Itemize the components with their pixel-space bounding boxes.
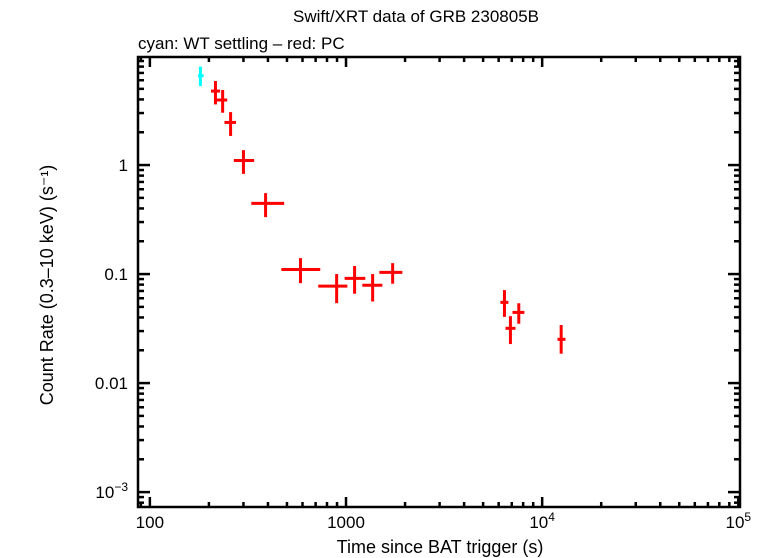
y-tick-label-base: 0.1 <box>104 265 128 284</box>
x-axis-label: Time since BAT trigger (s) <box>337 537 544 557</box>
y-tick-label: 10−3 <box>95 480 128 502</box>
x-tick-label: 104 <box>529 510 555 532</box>
y-tick-label: 1 <box>119 156 128 175</box>
data-point <box>500 290 509 317</box>
axis-ticks <box>138 57 740 507</box>
x-tick-label: 1000 <box>327 513 365 532</box>
data-point <box>505 316 516 345</box>
data-point <box>224 112 237 136</box>
data-point <box>198 66 204 87</box>
data-point <box>362 274 383 302</box>
x-tick-label-base: 1000 <box>327 513 365 532</box>
plot-frame <box>136 55 742 509</box>
data-point <box>318 274 348 304</box>
data-point <box>344 266 366 294</box>
y-tick-label: 0.01 <box>95 374 128 393</box>
x-tick-label-base: 10 <box>529 513 548 532</box>
y-axis-label: Count Rate (0.3–10 keV) (s⁻¹) <box>37 165 57 406</box>
y-tick-label: 0.1 <box>104 265 128 284</box>
y-tick-label-base: 10 <box>95 483 114 502</box>
data-point <box>214 90 228 113</box>
data-point <box>379 263 403 284</box>
x-tick-label: 100 <box>136 513 164 532</box>
data-point <box>512 303 525 324</box>
chart-title: Swift/XRT data of GRB 230805B <box>293 7 539 26</box>
x-tick-label-exp: 5 <box>744 510 751 524</box>
x-tick-label-exp: 4 <box>548 510 555 524</box>
x-tick-label-base: 100 <box>136 513 164 532</box>
chart-subtitle: cyan: WT settling – red: PC <box>138 34 345 53</box>
x-tick-label: 105 <box>726 510 752 532</box>
data-points <box>198 66 566 354</box>
y-tick-label-base: 0.01 <box>95 374 128 393</box>
data-point <box>557 325 566 354</box>
data-point <box>251 193 285 218</box>
data-point <box>233 150 255 174</box>
x-tick-label-base: 10 <box>726 513 745 532</box>
y-tick-label-base: 1 <box>119 156 128 175</box>
y-tick-label-exp: −3 <box>114 480 128 494</box>
data-point <box>281 258 321 284</box>
